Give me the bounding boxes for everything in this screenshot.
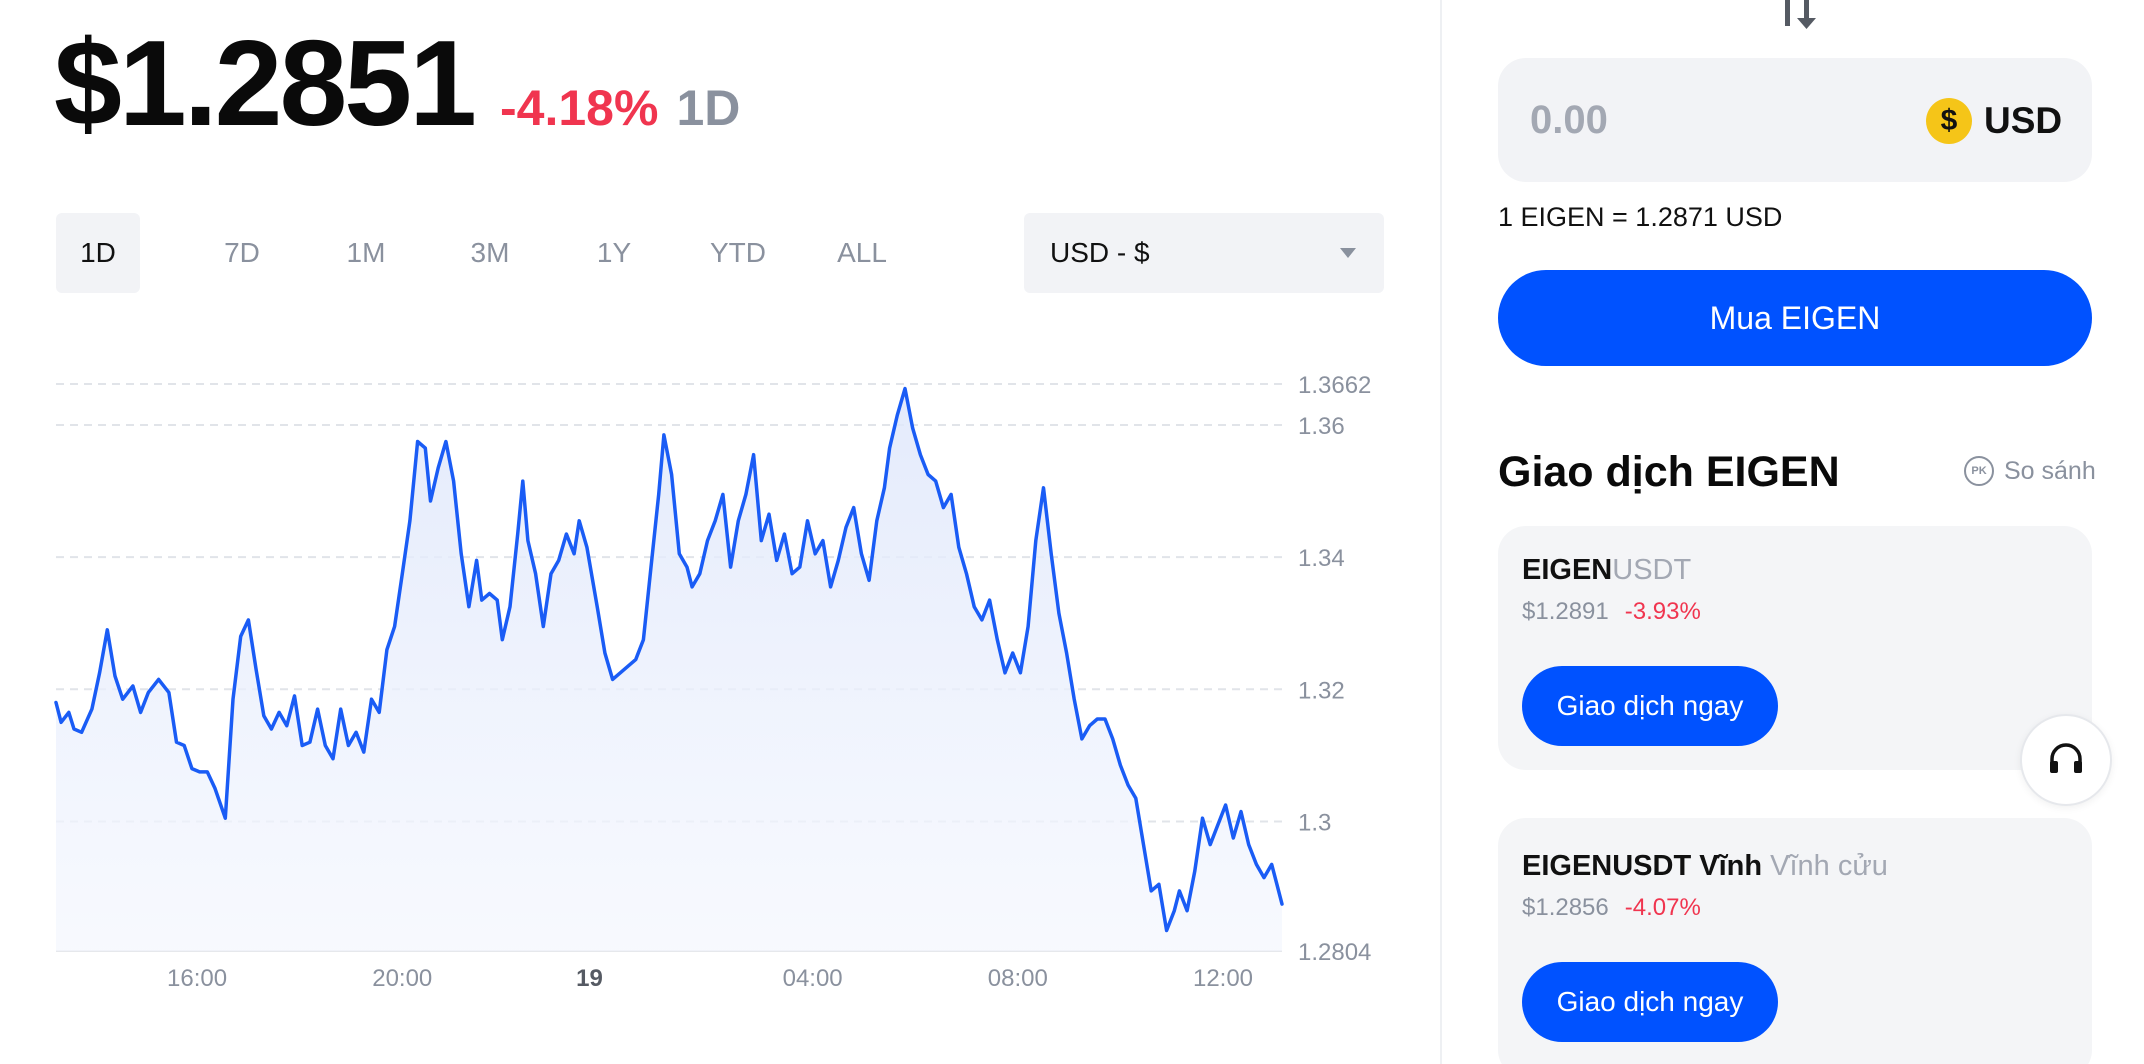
support-button[interactable] (2020, 714, 2112, 806)
x-tick-label: 12:00 (1193, 965, 1253, 992)
pair-change: -3.93% (1624, 598, 1701, 625)
tab-ytd[interactable]: YTD (710, 237, 766, 268)
pair-price-row: $1.2891 -3.93% (1522, 598, 1701, 626)
trade-now-button[interactable]: Giao dịch ngay (1522, 962, 1778, 1042)
price-panel: $1.2851 -4.18% 1D 1D 7D 1M 3M 1Y YTD ALL… (0, 22, 1440, 1000)
current-price: $1.2851 (54, 15, 477, 151)
panel-divider (1440, 0, 1442, 1064)
pair-price: $1.2891 (1522, 598, 1609, 625)
x-tick-label: 19 (576, 965, 603, 992)
y-tick-label: 1.3662 (1298, 372, 1371, 399)
trade-section-title: Giao dịch EIGEN (1498, 448, 1840, 496)
compare-label: So sánh (2004, 456, 2096, 485)
y-tick-label: 1.3 (1298, 809, 1331, 836)
currency-select-value: USD - $ (1050, 237, 1150, 268)
pair-quote: USDT (1612, 554, 1692, 586)
x-tick-label: 16:00 (167, 965, 227, 992)
price-change: -4.18% (500, 80, 659, 136)
currency-select[interactable]: USD - $ (1024, 213, 1384, 293)
price-line (54, 386, 1284, 933)
pair-name: EIGENUSDT Vĩnh Vĩnh cửu (1522, 850, 1888, 883)
y-tick-label: 1.32 (1298, 677, 1345, 704)
pair-price: $1.2856 (1522, 894, 1609, 921)
y-tick-label: 1.2804 (1298, 939, 1371, 966)
y-tick-label: 1.36 (1298, 413, 1345, 440)
x-tick-label: 20:00 (372, 965, 432, 992)
price-header: $1.2851 -4.18% 1D (54, 22, 740, 144)
price-area-fill (56, 388, 1282, 952)
pair-base: EIGEN (1522, 554, 1613, 586)
amount-input[interactable] (1530, 94, 1830, 146)
tab-1d[interactable]: 1D (56, 213, 140, 293)
buy-button[interactable]: Mua EIGEN (1498, 270, 2092, 366)
price-period: 1D (676, 80, 741, 136)
tab-all[interactable]: ALL (837, 237, 887, 268)
amount-currency[interactable]: USD (1984, 100, 2063, 141)
x-tick-label: 04:00 (783, 965, 843, 992)
usd-coin-icon: $ (1926, 98, 1972, 144)
y-tick-label: 1.34 (1298, 545, 1345, 572)
market-card-spot[interactable]: EIGENUSDT $1.2891 -3.93% Giao dịch ngay (1498, 526, 2092, 770)
compare-button[interactable]: PK So sánh (1964, 456, 2096, 486)
x-tick-label: 08:00 (988, 965, 1048, 992)
pair-price-row: $1.2856 -4.07% (1522, 894, 1701, 922)
chevron-down-icon (1340, 248, 1356, 258)
pair-name: EIGENUSDT (1522, 554, 1691, 587)
amount-box: $ USD (1498, 58, 2092, 182)
pair-change: -4.07% (1624, 894, 1701, 921)
compare-badge-icon: PK (1964, 456, 1994, 486)
trade-now-button[interactable]: Giao dịch ngay (1522, 666, 1778, 746)
headset-icon (2050, 743, 2082, 773)
price-chart[interactable]: 1.3662 1.36 1.34 1.32 1.3 1.2804 16:00 20:00 19 0… (0, 340, 1440, 1000)
tab-1y[interactable]: 1Y (596, 237, 632, 268)
time-range-tabs: 1D 7D 1M 3M 1Y YTD ALL (56, 213, 924, 293)
pair-quote: Vĩnh cửu (1770, 850, 1888, 882)
tab-7d[interactable]: 7D (224, 237, 260, 268)
tab-1m[interactable]: 1M (346, 237, 386, 268)
tab-3m[interactable]: 3M (470, 237, 510, 268)
market-card-perpetual[interactable]: EIGENUSDT Vĩnh Vĩnh cửu $1.2856 -4.07% Gi… (1498, 818, 2092, 1064)
swap-arrows-icon[interactable] (1778, 0, 1822, 30)
pair-base: EIGENUSDT Vĩnh (1522, 850, 1763, 882)
exchange-rate: 1 EIGEN = 1.2871 USD (1498, 202, 1783, 232)
